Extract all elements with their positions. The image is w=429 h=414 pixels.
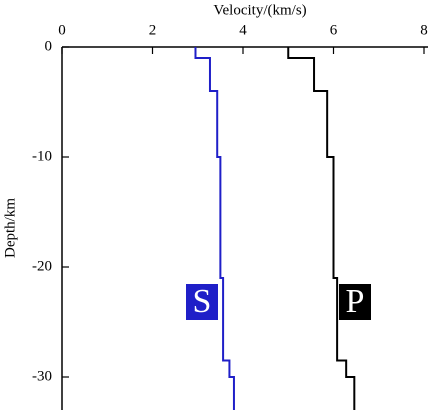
legend-label: S <box>193 283 212 320</box>
y-tick-label: -30 <box>32 368 52 384</box>
x-tick-label: 2 <box>149 22 157 38</box>
series-line <box>194 47 235 410</box>
y-axis-title: Depth/km <box>2 198 18 258</box>
x-tick-label: 0 <box>58 22 66 38</box>
x-axis-title: Velocity/(km/s) <box>213 2 306 18</box>
legend-label: P <box>346 283 365 320</box>
x-tick-label: 6 <box>330 22 338 38</box>
y-tick-label: -20 <box>32 258 52 274</box>
y-tick-label: 0 <box>45 38 53 54</box>
legend-box <box>186 284 218 320</box>
x-tick-label: 4 <box>239 22 247 38</box>
x-tick-label: 8 <box>420 22 428 38</box>
legend-box <box>339 284 371 320</box>
series-line <box>287 47 356 410</box>
y-tick-label: -10 <box>32 148 52 164</box>
